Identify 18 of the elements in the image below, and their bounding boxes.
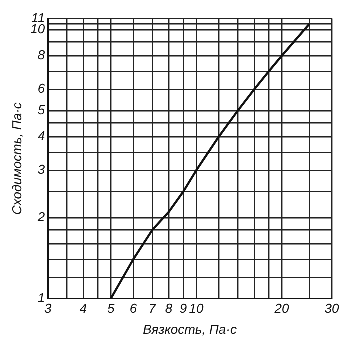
x-tick-label: 4 [80, 301, 88, 316]
y-tick-label: 3 [38, 162, 46, 178]
x-tick-label: 20 [274, 301, 290, 316]
x-tick-label: 9 [180, 301, 188, 316]
y-tick-label: 6 [38, 81, 46, 96]
y-tick-label: 4 [38, 128, 46, 144]
x-axis-title: Вязкость, Па·с [143, 322, 238, 337]
x-tick-label: 5 [107, 301, 116, 316]
y-tick-label: 1 [38, 290, 46, 306]
x-tick-label: 7 [148, 301, 157, 316]
y-tick-label: 8 [38, 48, 46, 63]
x-tick-label: 10 [189, 301, 205, 316]
x-tick-label: 8 [165, 301, 174, 316]
x-tick-label: 30 [324, 301, 340, 316]
y-tick-label: 2 [36, 209, 46, 224]
y-axis-title: Сходимость, Па·с [9, 102, 24, 216]
x-tick-label: 6 [130, 301, 138, 316]
y-tick-label: 5 [38, 102, 46, 118]
